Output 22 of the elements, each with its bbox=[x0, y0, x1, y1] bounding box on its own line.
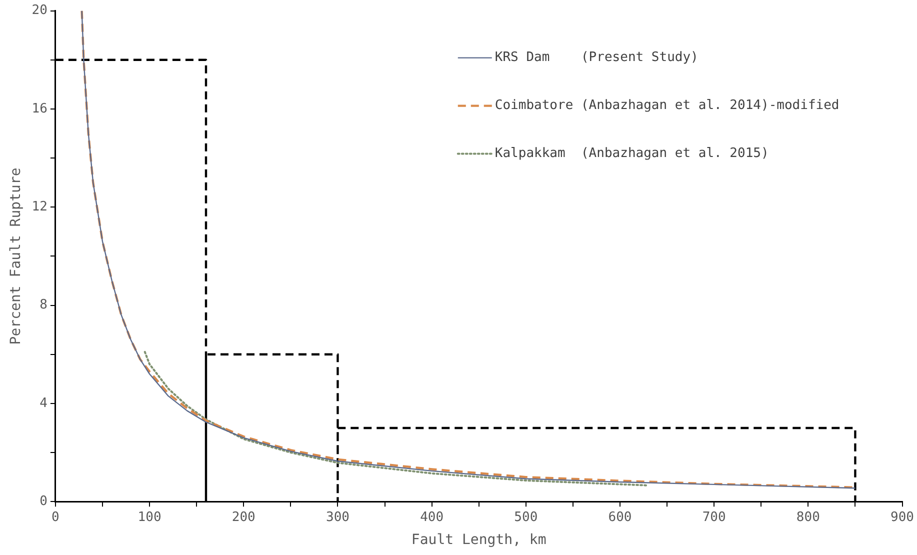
x-tick-label: 0 bbox=[52, 510, 60, 525]
x-tick-label: 400 bbox=[420, 510, 444, 525]
x-tick-label: 500 bbox=[514, 510, 538, 525]
line-series bbox=[144, 350, 650, 486]
y-tick-label: 4 bbox=[40, 396, 48, 411]
x-tick-label: 200 bbox=[232, 510, 256, 525]
legend-label: KRS Dam (Present Study) bbox=[494, 50, 698, 66]
y-tick-label: 0 bbox=[40, 494, 48, 509]
x-tick-label: 300 bbox=[326, 510, 350, 525]
y-tick-label: 16 bbox=[32, 101, 48, 116]
x-tick-label: 100 bbox=[138, 510, 162, 525]
x-tick-label: 600 bbox=[608, 510, 632, 525]
legend-label: Coimbatore (Anbazhagan et al. 2014)-modified bbox=[494, 98, 840, 114]
y-tick-label: 12 bbox=[32, 199, 48, 214]
x-axis-title: Fault Length, km bbox=[411, 532, 546, 548]
y-axis-title: Percent Fault Rupture bbox=[8, 168, 24, 345]
x-tick-label: 800 bbox=[796, 510, 820, 525]
legend-label: Kalpakkam (Anbazhagan et al. 2015) bbox=[494, 146, 769, 162]
x-tick-label: 700 bbox=[702, 510, 726, 525]
y-tick-label: 20 bbox=[32, 3, 48, 18]
y-tick-label: 8 bbox=[40, 298, 48, 313]
x-tick-label: 900 bbox=[890, 510, 914, 525]
